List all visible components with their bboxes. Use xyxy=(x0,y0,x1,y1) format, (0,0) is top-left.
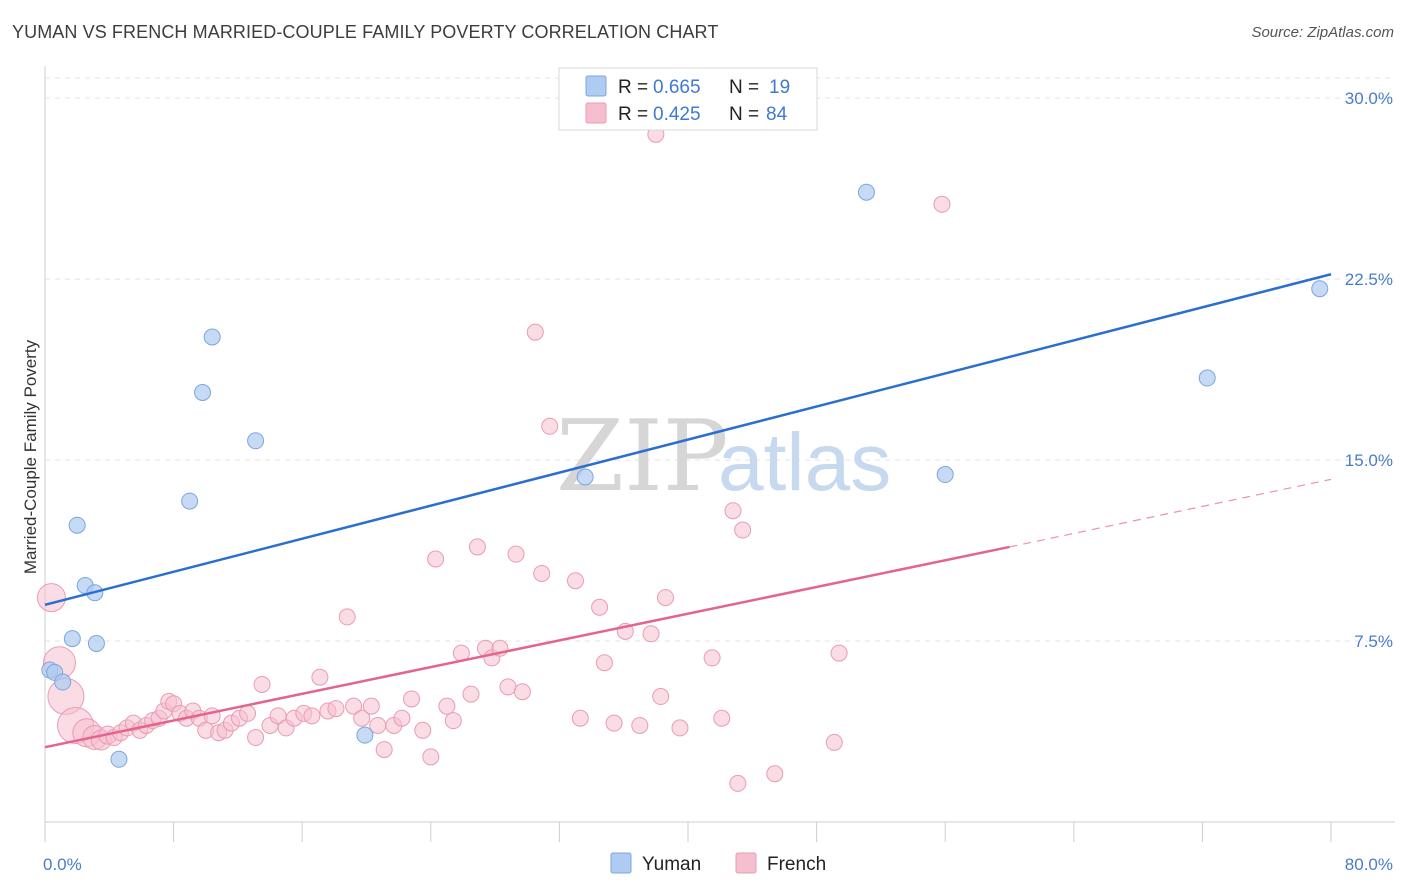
french-point-43 xyxy=(353,709,371,727)
legend-swatch-french xyxy=(585,102,607,124)
yuman-point-12 xyxy=(247,432,265,450)
legend-r-label-yuman: R = xyxy=(618,77,648,98)
french-point-37 xyxy=(303,707,321,725)
french-point-66 xyxy=(541,417,559,435)
french-point-50 xyxy=(414,721,432,739)
legend-swatch-yuman xyxy=(585,75,607,97)
legend-n-value-yuman: 19 xyxy=(769,77,790,98)
legend-n-label-yuman: N = xyxy=(729,77,759,98)
french-point-79 xyxy=(703,649,721,667)
source-label: Source: ZipAtlas.com xyxy=(1251,24,1394,41)
bottom-legend-swatch-french xyxy=(735,852,757,874)
yuman-point-13 xyxy=(356,726,374,744)
french-point-61 xyxy=(499,678,517,696)
bottom-legend-label-french: French xyxy=(767,854,826,875)
axes xyxy=(44,66,1395,842)
french-point-71 xyxy=(605,714,623,732)
y-tick-label-3: 30.0% xyxy=(1345,89,1393,108)
yuman-point-10 xyxy=(194,384,212,402)
yuman-trend-line xyxy=(44,273,1332,607)
french-point-86 xyxy=(830,644,848,662)
french-point-65 xyxy=(533,564,551,582)
french-point-38 xyxy=(311,668,329,686)
french-point-78 xyxy=(671,719,689,737)
french-point-80 xyxy=(713,709,731,727)
y-tick-label-0: 7.5% xyxy=(1354,632,1393,651)
legend-r-label-french: R = xyxy=(618,104,648,125)
french-point-69 xyxy=(591,598,609,616)
french-point-42 xyxy=(345,697,363,715)
yuman-point-8 xyxy=(110,750,128,768)
french-point-67 xyxy=(566,572,584,590)
french-point-57 xyxy=(468,538,486,556)
french-point-82 xyxy=(734,521,752,539)
x-tick-label-0: 0.0% xyxy=(43,855,82,874)
french-point-52 xyxy=(427,550,445,568)
yuman-point-15 xyxy=(857,183,875,201)
legend-r-value-yuman: 0.665 xyxy=(653,77,701,98)
bottom-legend-label-yuman: Yuman xyxy=(642,854,701,875)
stats-legend: R = 0.665 N = 19 R = 0.425 N = 84 xyxy=(558,67,818,131)
yuman-point-7 xyxy=(87,634,105,652)
watermark-atlas: atlas xyxy=(718,417,891,508)
data-points xyxy=(36,125,1329,792)
grid-lines xyxy=(45,77,1395,642)
french-point-48 xyxy=(393,709,411,727)
yuman-point-2 xyxy=(54,673,72,691)
x-tick-label-1: 80.0% xyxy=(1345,855,1393,874)
french-point-73 xyxy=(631,716,649,734)
yuman-point-11 xyxy=(203,328,221,346)
french-point-74 xyxy=(642,625,660,643)
french-point-63 xyxy=(513,683,531,701)
french-point-40 xyxy=(327,700,345,718)
yuman-point-9 xyxy=(181,492,199,510)
yuman-point-18 xyxy=(1311,280,1329,298)
french-point-54 xyxy=(444,712,462,730)
french-point-81 xyxy=(724,502,742,520)
series-legend: Yuman French xyxy=(610,852,826,875)
tick-labels: 7.5% 15.0% 22.5% 30.0% 0.0% 80.0% xyxy=(43,89,1393,874)
yuman-point-4 xyxy=(68,516,86,534)
french-point-84 xyxy=(766,765,784,783)
french-point-87 xyxy=(933,195,951,213)
yuman-point-16 xyxy=(936,466,954,484)
french-point-0 xyxy=(36,583,66,613)
french-point-41 xyxy=(338,608,356,626)
french-point-53 xyxy=(438,697,456,715)
yuman-point-14 xyxy=(576,468,594,486)
french-point-29 xyxy=(239,704,257,722)
french-point-51 xyxy=(422,748,440,766)
yuman-point-3 xyxy=(63,630,81,648)
legend-n-label-french: N = xyxy=(729,104,759,125)
french-point-68 xyxy=(571,709,589,727)
french-trend-extension xyxy=(1009,478,1332,548)
french-point-64 xyxy=(526,323,544,341)
french-point-85 xyxy=(825,733,843,751)
french-point-62 xyxy=(507,545,525,563)
watermark: ZIP atlas xyxy=(556,400,891,514)
french-point-70 xyxy=(595,654,613,672)
french-point-46 xyxy=(375,741,393,759)
french-point-30 xyxy=(247,729,265,747)
watermark-zip: ZIP xyxy=(556,400,729,514)
y-axis-title: Married-Couple Family Poverty xyxy=(21,339,40,574)
chart-title: YUMAN VS FRENCH MARRIED-COUPLE FAMILY PO… xyxy=(12,22,719,42)
french-point-49 xyxy=(403,690,421,708)
legend-r-value-french: 0.425 xyxy=(653,104,701,125)
french-point-77 xyxy=(656,589,674,607)
french-point-56 xyxy=(462,685,480,703)
french-point-76 xyxy=(652,688,670,706)
legend-n-value-french: 84 xyxy=(766,104,788,125)
french-point-44 xyxy=(362,697,380,715)
y-tick-label-2: 22.5% xyxy=(1345,270,1393,289)
french-point-31 xyxy=(253,675,271,693)
french-point-83 xyxy=(729,774,747,792)
bottom-legend-swatch-yuman xyxy=(610,852,632,874)
yuman-point-17 xyxy=(1198,369,1216,387)
y-tick-label-1: 15.0% xyxy=(1345,451,1393,470)
trend-lines xyxy=(44,273,1332,749)
french-trend-line xyxy=(44,545,1010,749)
